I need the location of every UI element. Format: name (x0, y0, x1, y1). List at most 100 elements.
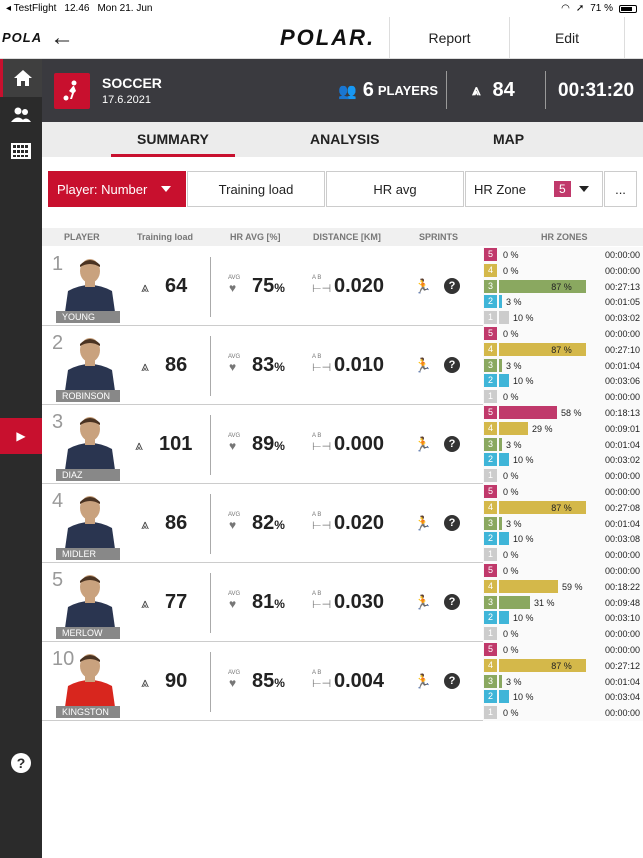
status-bar: ◂ TestFlight 12.46 Mon 21. Jun ◠ ➚ 71 % (0, 0, 643, 17)
sidebar-item-home[interactable] (0, 59, 42, 97)
distance-ab-label: A B (312, 591, 322, 597)
sprints-unknown-icon[interactable]: ? (444, 594, 460, 610)
battery-text: 71 % (590, 3, 613, 14)
help-icon[interactable]: ? (11, 753, 31, 773)
avg-label: AVG (228, 670, 241, 676)
percent-unit: % (274, 281, 285, 295)
sprints-unknown-icon[interactable]: ? (444, 278, 460, 294)
zone-percent: 87 % (551, 281, 572, 292)
edit-button[interactable]: Edit (509, 17, 625, 59)
zone-time: 00:00:00 (604, 708, 640, 719)
training-load-value: 84 (492, 79, 515, 101)
player-row[interactable]: 4 MIDLER ⩓ 86 AVG ♥ 82% A B ⊢⊣ 0.020 🏃 ?… (42, 484, 643, 563)
player-sort-dropdown[interactable]: Player: Number (48, 171, 186, 207)
top-bar: POLA ← POLAR. Report Edit (0, 17, 643, 59)
player-row[interactable]: 5 MERLOW ⩓ 77 AVG ♥ 81% A B ⊢⊣ 0.030 🏃 ?… (42, 563, 643, 642)
zone-percent: 10 % (513, 313, 534, 324)
hr-zone-dropdown[interactable]: HR Zone 5 (465, 171, 603, 207)
col-sprints[interactable]: SPRINTS (419, 232, 459, 242)
player-row[interactable]: 10 KINGSTON ⩓ 90 AVG ♥ 85% A B ⊢⊣ 0.004 … (42, 642, 643, 721)
zone-bar (499, 374, 509, 388)
zone-label: 2 (484, 295, 497, 309)
zone-label: 4 (484, 342, 497, 356)
zone-time: 00:00:00 (604, 265, 640, 276)
zone-percent: 3 % (506, 518, 522, 529)
hr-avg-button[interactable]: HR avg (326, 171, 464, 207)
sprints-unknown-icon[interactable]: ? (444, 673, 460, 689)
players-icon: 👥 (338, 82, 357, 100)
zone-percent: 87 % (551, 660, 572, 671)
zone-percent: 0 % (503, 471, 519, 482)
zone-label: 4 (484, 500, 497, 514)
zone-time: 00:27:10 (604, 344, 640, 355)
tab-summary[interactable]: SUMMARY (111, 131, 235, 157)
zone-bar (499, 453, 509, 467)
sidebar-item-teams[interactable] (0, 133, 42, 169)
tab-analysis[interactable]: ANALYSIS (310, 131, 380, 147)
zone-label: 5 (484, 248, 497, 261)
zone-percent: 0 % (503, 392, 519, 403)
zone-time: 00:03:02 (604, 455, 640, 466)
report-button[interactable]: Report (389, 17, 509, 59)
hr-avg-value: 82% (252, 512, 285, 535)
player-avatar (64, 575, 116, 635)
player-number: 4 (52, 490, 64, 512)
tab-map[interactable]: MAP (493, 131, 525, 147)
distance-ab-label: A B (312, 275, 322, 281)
zone-label: 4 (484, 579, 497, 593)
player-row[interactable]: 1 YOUNG ⩓ 64 AVG ♥ 75% A B ⊢⊣ 0.020 🏃 ? … (42, 247, 643, 326)
sidebar-item-players[interactable] (0, 97, 42, 133)
zone-bar (499, 532, 509, 546)
zone-time: 00:09:48 (604, 597, 640, 608)
distance-ab-label: A B (312, 433, 322, 439)
zone-row: 5 0 % 00:00:00 (483, 484, 643, 500)
more-button[interactable]: ... (604, 171, 637, 207)
zone-time: 00:03:04 (604, 692, 640, 703)
col-training-load[interactable]: Training load (137, 232, 194, 242)
players-stat: 👥 6 PLAYERS (338, 59, 438, 122)
zone-time: 00:27:08 (604, 502, 640, 513)
col-hr-zones[interactable]: HR ZONES (541, 232, 588, 242)
training-load-value: 77 (165, 591, 188, 613)
player-avatar (64, 338, 116, 398)
distance-value: 0.004 (334, 670, 385, 692)
zone-time: 00:00:00 (604, 566, 640, 576)
zone-label: 3 (484, 674, 497, 688)
col-distance[interactable]: DISTANCE [KM] (313, 232, 381, 242)
zone-label: 3 (484, 358, 497, 372)
training-load-icon: ⩓ (141, 595, 149, 611)
zone-bar (499, 658, 586, 672)
zone-bar (499, 342, 586, 356)
hr-zone-label: HR Zone (474, 181, 527, 197)
zone-percent: 0 % (503, 708, 519, 719)
col-hr-avg[interactable]: HR AVG [%] (230, 232, 281, 242)
player-row[interactable]: 2 ROBINSON ⩓ 86 AVG ♥ 83% A B ⊢⊣ 0.010 🏃… (42, 326, 643, 405)
sprints-unknown-icon[interactable]: ? (444, 357, 460, 373)
zone-bar (499, 311, 509, 325)
home-icon (14, 70, 32, 86)
zone-percent: 0 % (503, 566, 519, 576)
sprint-icon: 🏃 (414, 673, 432, 689)
zone-percent: 58 % (561, 408, 582, 418)
sprint-icon: 🏃 (414, 436, 432, 452)
col-player[interactable]: PLAYER (64, 232, 100, 242)
back-to-app[interactable]: ◂ TestFlight (6, 3, 57, 14)
training-load-button[interactable]: Training load (187, 171, 325, 207)
player-number: 3 (52, 411, 64, 433)
percent-unit: % (274, 439, 285, 453)
sprints-unknown-icon[interactable]: ? (444, 436, 460, 452)
table-header: PLAYER Training load HR AVG [%] DISTANCE… (42, 228, 643, 246)
zone-percent: 10 % (513, 692, 534, 703)
distance-value: 0.020 (334, 512, 385, 534)
back-arrow-icon[interactable]: ← (50, 23, 74, 51)
zone-row: 3 3 % 00:01:04 (483, 358, 643, 374)
zone-label: 2 (484, 611, 497, 625)
expand-panel-button[interactable]: ▶ (0, 418, 42, 454)
zone-row: 3 3 % 00:01:04 (483, 516, 643, 532)
player-name: YOUNG (56, 311, 120, 323)
zone-time: 00:01:05 (604, 297, 640, 308)
player-row[interactable]: 3 DIAZ ⩓ 101 AVG ♥ 89% A B ⊢⊣ 0.000 🏃 ? … (42, 405, 643, 484)
distance-icon: ⊢⊣ (312, 678, 332, 690)
zone-bar (499, 358, 502, 372)
sprints-unknown-icon[interactable]: ? (444, 515, 460, 531)
